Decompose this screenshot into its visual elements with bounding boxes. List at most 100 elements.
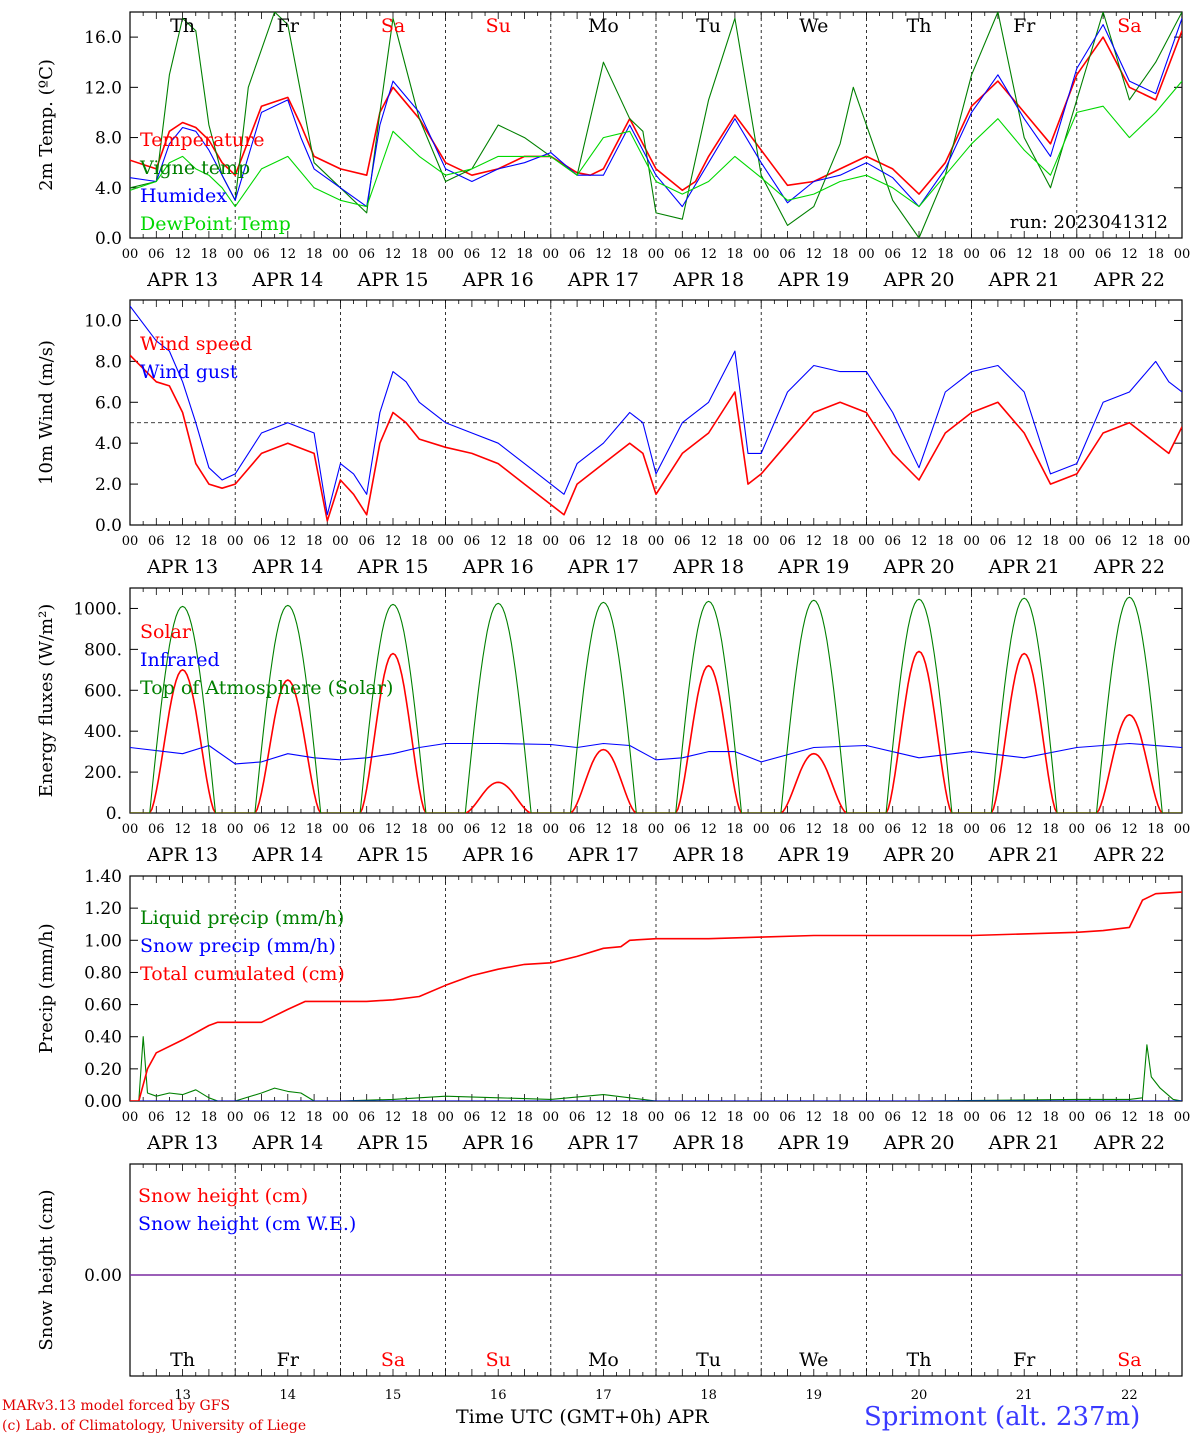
hour-tick-label: 18	[411, 247, 428, 262]
hour-tick-label: 12	[490, 822, 507, 837]
hour-tick-label: 12	[1121, 247, 1138, 262]
day-number-label: 21	[1016, 1388, 1033, 1403]
day-of-week-label: Sa	[381, 1349, 405, 1371]
y-axis-label: 10m Wind (m/s)	[36, 340, 57, 485]
day-number-label: 19	[806, 1388, 823, 1403]
hour-tick-label: 06	[884, 247, 901, 262]
hour-tick-label: 18	[832, 247, 849, 262]
hour-tick-label: 06	[674, 247, 691, 262]
lab-credit: (c) Lab. of Climatology, University of L…	[2, 1418, 307, 1434]
date-label: APR 17	[567, 269, 639, 291]
series-line-liquid-precip-mm-h-	[130, 1036, 1182, 1101]
hour-tick-label: 06	[884, 1110, 901, 1125]
hour-tick-label: 12	[490, 1110, 507, 1125]
series-line-top-of-atmosphere-solar-	[130, 596, 1182, 813]
hour-tick-label: 06	[884, 534, 901, 549]
hour-tick-label: 00	[1069, 534, 1086, 549]
hour-tick-label: 06	[464, 822, 481, 837]
date-label: APR 18	[672, 269, 744, 291]
hour-tick-label: 06	[569, 822, 586, 837]
y-tick-label: 16.0	[84, 28, 122, 48]
day-of-week-label: Su	[486, 15, 511, 37]
day-of-week-label: Fr	[1013, 15, 1036, 37]
series-line-vigne-temp	[130, 12, 1182, 238]
panel-3: 0. 200. 400. 600. 800. 1000. Energy fluxes (W/…	[36, 587, 1190, 866]
hour-tick-label: 18	[832, 534, 849, 549]
hour-tick-label: 18	[516, 1110, 533, 1125]
date-label: APR 16	[462, 844, 534, 866]
hour-tick-label: 06	[464, 1110, 481, 1125]
panel-1: 0.0 4.0 8.0 12.0 16.0 2m Temp. (ºC) Temperatur…	[36, 11, 1190, 291]
date-label: APR 21	[988, 844, 1060, 866]
y-tick-label: 0.80	[84, 963, 122, 983]
hour-tick-label: 06	[569, 534, 586, 549]
hour-tick-label: 00	[753, 1110, 770, 1125]
hour-tick-label: 12	[595, 247, 612, 262]
hour-tick-label: 00	[858, 534, 875, 549]
run-label: run: 2023041312	[1010, 212, 1168, 233]
hour-tick-label: 06	[253, 822, 270, 837]
hour-tick-label: 06	[779, 1110, 796, 1125]
hour-tick-label: 18	[1147, 534, 1164, 549]
y-tick-label: 0.00	[84, 1092, 122, 1112]
station-title: Sprimont (alt. 237m)	[864, 1402, 1141, 1432]
date-label: APR 13	[146, 844, 218, 866]
hour-tick-label: 18	[937, 1110, 954, 1125]
hour-tick-label: 00	[227, 822, 244, 837]
hour-tick-label: 18	[306, 534, 323, 549]
hour-tick-label: 00	[1174, 534, 1191, 549]
legend-dewpoint-temp: DewPoint Temp	[140, 213, 291, 235]
date-label: APR 15	[356, 556, 428, 578]
day-number-label: 17	[595, 1388, 612, 1403]
legend-total-cumulated-cm-: Total cumulated (cm)	[140, 963, 345, 985]
hour-tick-label: 18	[1147, 822, 1164, 837]
y-tick-label: 12.0	[84, 78, 122, 98]
day-number-label: 20	[911, 1388, 928, 1403]
day-of-week-label: Fr	[277, 15, 300, 37]
hour-tick-label: 18	[937, 822, 954, 837]
hour-tick-label: 00	[332, 247, 349, 262]
hour-tick-label: 18	[1042, 247, 1059, 262]
date-label: APR 15	[356, 269, 428, 291]
date-label: APR 21	[988, 1132, 1060, 1154]
date-label: APR 19	[777, 269, 849, 291]
day-of-week-label: Mo	[588, 1349, 619, 1371]
y-tick-label: 8.0	[95, 129, 122, 149]
y-tick-label: 10.0	[84, 311, 122, 331]
hour-tick-label: 06	[779, 822, 796, 837]
hour-tick-label: 18	[937, 534, 954, 549]
date-label: APR 15	[356, 1132, 428, 1154]
date-label: APR 20	[882, 269, 954, 291]
hour-tick-label: 00	[227, 247, 244, 262]
hour-tick-label: 12	[595, 534, 612, 549]
hour-tick-label: 12	[700, 1110, 717, 1125]
hour-tick-label: 18	[727, 1110, 744, 1125]
hour-tick-label: 18	[411, 822, 428, 837]
hour-tick-label: 06	[464, 534, 481, 549]
hour-tick-label: 18	[516, 534, 533, 549]
hour-tick-label: 00	[753, 534, 770, 549]
date-label: APR 18	[672, 844, 744, 866]
y-tick-label: 1.20	[84, 899, 122, 919]
hour-tick-label: 18	[621, 534, 638, 549]
hour-tick-label: 12	[174, 247, 191, 262]
date-label: APR 20	[882, 844, 954, 866]
date-label: APR 13	[146, 269, 218, 291]
hour-tick-label: 18	[201, 1110, 218, 1125]
day-of-week-label: Th	[907, 1349, 932, 1371]
y-tick-label: 4.0	[95, 179, 122, 199]
legend-infrared: Infrared	[140, 649, 220, 671]
x-axis-month: APR	[667, 1406, 709, 1428]
hour-tick-label: 12	[280, 822, 297, 837]
date-label: APR 22	[1093, 1132, 1165, 1154]
hour-tick-label: 18	[516, 822, 533, 837]
hour-tick-label: 12	[911, 534, 928, 549]
hour-tick-label: 06	[148, 247, 165, 262]
day-of-week-label: Th	[170, 15, 195, 37]
date-label: APR 19	[777, 1132, 849, 1154]
hour-tick-label: 18	[1042, 534, 1059, 549]
hour-tick-label: 06	[1095, 1110, 1112, 1125]
hour-tick-label: 12	[911, 822, 928, 837]
hour-tick-label: 18	[201, 534, 218, 549]
hour-tick-label: 00	[543, 1110, 560, 1125]
